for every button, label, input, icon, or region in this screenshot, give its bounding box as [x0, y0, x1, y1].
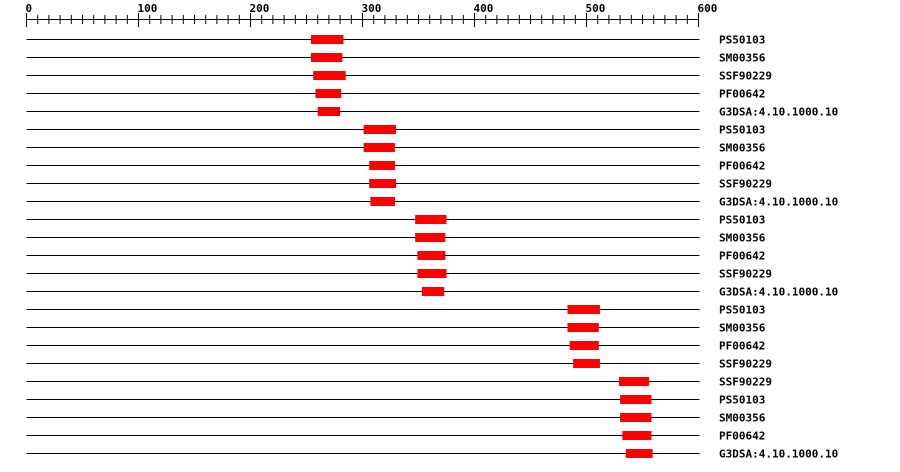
domain-row: SSF90229	[26, 70, 772, 83]
domain-row: PF00642	[26, 160, 765, 173]
domain-row: PF00642	[26, 88, 765, 101]
domain-bar	[369, 179, 397, 188]
domain-label: SSF90229	[719, 268, 772, 281]
domain-bar	[567, 305, 600, 314]
domain-label: PS50103	[719, 304, 765, 317]
x-tick-label: 600	[698, 2, 718, 15]
domain-bar	[622, 431, 652, 440]
domain-row: PF00642	[26, 430, 765, 443]
domain-bar	[421, 287, 445, 296]
domain-row: SM00356	[26, 322, 766, 335]
domain-label: G3DSA:4.10.1000.10	[719, 286, 838, 299]
domain-label: PF00642	[719, 340, 765, 353]
domain-label: PS50103	[719, 394, 765, 407]
domain-row: SM00356	[26, 232, 766, 245]
domain-row: G3DSA:4.10.1000.10	[26, 106, 838, 119]
domain-label: PF00642	[719, 430, 765, 443]
domain-row: SSF90229	[26, 268, 772, 281]
domain-bar	[370, 197, 395, 206]
domain-row: PS50103	[26, 124, 765, 137]
domain-row: SM00356	[26, 142, 766, 155]
domain-bar	[569, 341, 599, 350]
x-tick-label: 400	[474, 2, 494, 15]
domain-bar	[415, 215, 447, 224]
domain-bar	[567, 323, 599, 332]
domain-label: SSF90229	[719, 376, 772, 389]
domain-bar	[620, 413, 652, 422]
domain-label: SM00356	[719, 232, 766, 245]
domain-row: SM00356	[26, 412, 766, 425]
x-tick-label: 500	[586, 2, 606, 15]
domain-row: PF00642	[26, 340, 765, 353]
domain-label: SSF90229	[719, 178, 772, 191]
domain-bar	[315, 89, 342, 98]
x-axis: 0 100 200 300 400 500 600	[26, 2, 718, 27]
domain-label: PF00642	[719, 160, 765, 173]
domain-label: SM00356	[719, 412, 766, 425]
domain-bar	[310, 53, 343, 62]
domain-label: PS50103	[719, 34, 765, 47]
domain-label: PS50103	[719, 124, 765, 137]
domain-bar	[363, 125, 397, 134]
domain-label: G3DSA:4.10.1000.10	[719, 106, 838, 119]
domain-row: G3DSA:4.10.1000.10	[26, 196, 838, 209]
domain-label: SM00356	[719, 52, 766, 65]
domain-row: SM00356	[26, 52, 766, 65]
domain-label: SM00356	[719, 142, 766, 155]
domain-bar	[363, 143, 395, 152]
domain-row: PS50103	[26, 214, 765, 227]
domain-label: SM00356	[719, 322, 766, 335]
domain-label: SSF90229	[719, 358, 772, 371]
domain-bar	[313, 71, 346, 80]
domain-bar	[310, 35, 344, 44]
domain-bar	[369, 161, 395, 170]
domain-row: G3DSA:4.10.1000.10	[26, 286, 838, 299]
domain-row: PF00642	[26, 250, 765, 263]
domain-bar	[417, 269, 447, 278]
domain-row: PS50103	[26, 304, 765, 317]
domain-label: PF00642	[719, 250, 765, 263]
domain-row: PS50103	[26, 394, 765, 407]
domain-label: SSF90229	[719, 70, 772, 83]
domain-row: SSF90229	[26, 358, 772, 371]
domain-label: PS50103	[719, 214, 765, 227]
domain-label: G3DSA:4.10.1000.10	[719, 196, 838, 209]
domain-bar	[417, 251, 446, 260]
domain-label: G3DSA:4.10.1000.10	[719, 448, 838, 461]
domain-rows: PS50103 SM00356 SSF90229 PF00642 G3DSA:4.10.…	[26, 34, 838, 461]
x-tick-label: 0	[26, 2, 33, 15]
x-tick-label: 300	[362, 2, 382, 15]
x-tick-label: 200	[250, 2, 270, 15]
domain-row: SSF90229	[26, 178, 772, 191]
domain-row: PS50103	[26, 34, 765, 47]
x-tick-label: 100	[138, 2, 158, 15]
domain-bar	[618, 377, 650, 386]
domain-label: PF00642	[719, 88, 765, 101]
domain-bar	[415, 233, 446, 242]
domain-bar	[317, 107, 341, 116]
domain-row: SSF90229	[26, 376, 772, 389]
domain-bar	[620, 395, 652, 404]
domain-row: G3DSA:4.10.1000.10	[26, 448, 838, 461]
domain-bar	[573, 359, 600, 368]
domain-bar	[625, 449, 653, 458]
